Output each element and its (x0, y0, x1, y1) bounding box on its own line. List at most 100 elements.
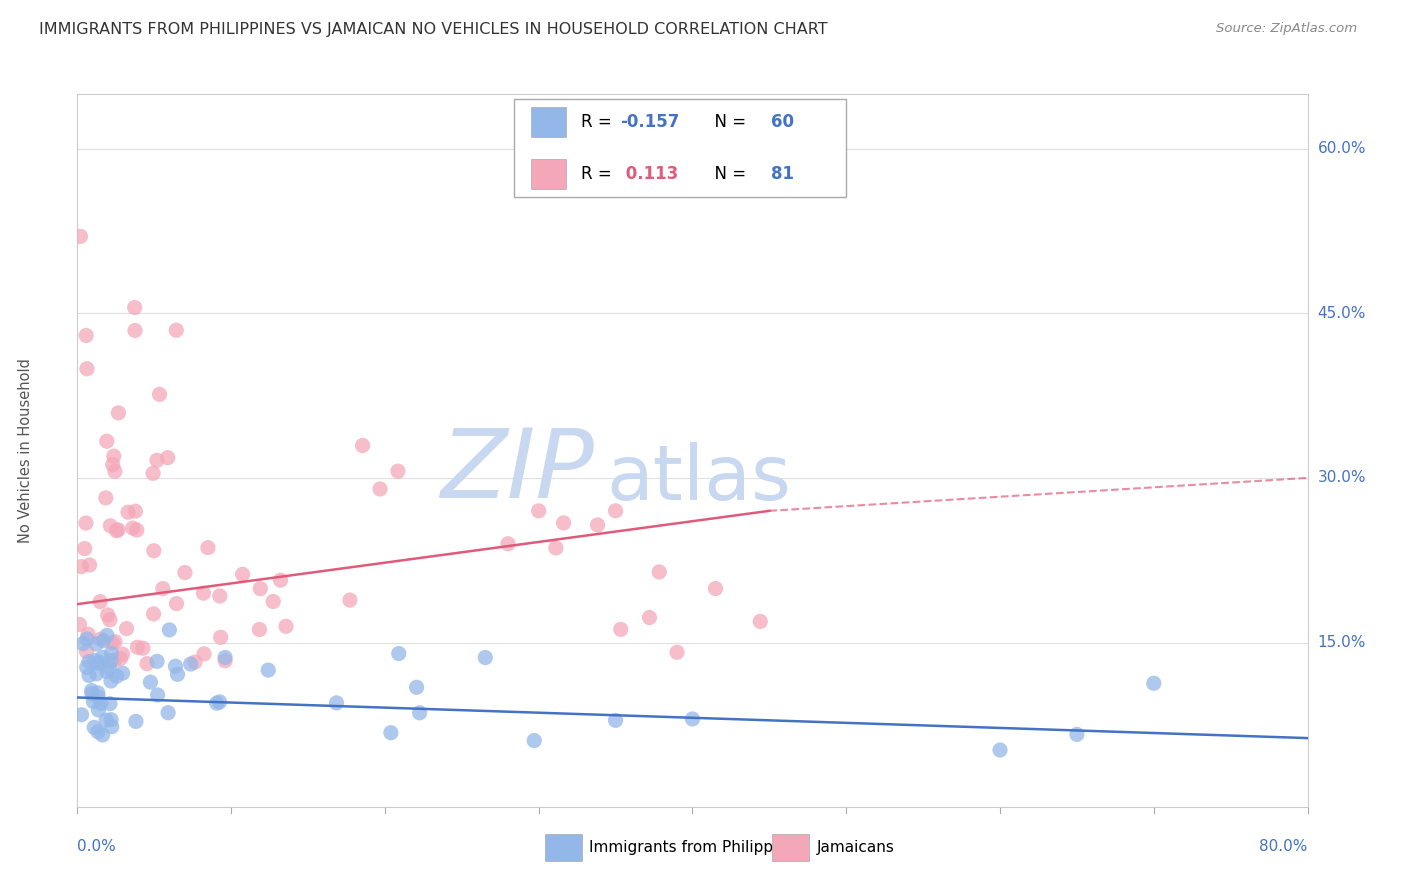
Text: -0.157: -0.157 (620, 113, 679, 131)
Point (146, 688, 169, 702)
Point (70, 707, 93, 722)
Point (274, 619, 297, 633)
Point (368, 482, 391, 496)
Point (100, 674, 122, 689)
Point (89, 594, 111, 608)
Point (405, 680, 427, 694)
Point (98, 518, 121, 533)
Point (142, 607, 165, 621)
Point (121, 521, 143, 535)
Point (75, 328, 97, 343)
Point (72, 637, 94, 651)
Point (97, 607, 120, 622)
Bar (531, 159, 565, 188)
Point (124, 301, 146, 315)
Point (91, 650, 114, 665)
Point (132, 641, 155, 656)
Point (100, 646, 122, 660)
Point (103, 653, 125, 667)
Point (205, 696, 228, 710)
Point (105, 669, 128, 683)
Point (157, 706, 180, 720)
Point (111, 666, 134, 681)
Point (98, 661, 121, 675)
Point (214, 654, 236, 668)
Point (115, 622, 138, 636)
Point (80, 683, 103, 698)
Point (77, 627, 100, 641)
Point (197, 541, 219, 555)
Point (82, 694, 104, 708)
Point (474, 650, 496, 665)
Point (69, 617, 91, 632)
Point (127, 640, 149, 655)
Point (80, 687, 103, 701)
Point (76, 361, 98, 376)
Point (101, 720, 124, 734)
Point (75, 516, 97, 530)
Point (87, 686, 110, 700)
Text: N =: N = (703, 113, 751, 131)
Point (125, 714, 148, 729)
Point (103, 449, 125, 463)
Point (96, 665, 118, 679)
Point (90, 632, 112, 646)
Point (496, 537, 519, 551)
Text: 0.0%: 0.0% (77, 839, 117, 855)
Point (91, 728, 114, 742)
Text: No Vehicles in Household: No Vehicles in Household (18, 358, 34, 543)
Point (553, 516, 575, 530)
Point (107, 523, 129, 537)
Point (104, 464, 127, 478)
Point (117, 505, 139, 519)
Point (83, 720, 105, 734)
Point (84, 654, 107, 668)
Point (352, 438, 374, 452)
Point (325, 696, 347, 710)
Point (270, 573, 292, 587)
Point (87, 690, 110, 705)
Point (94, 713, 117, 727)
Point (527, 504, 550, 518)
Text: Jamaicans: Jamaicans (817, 839, 894, 855)
Point (704, 582, 727, 596)
Point (89, 656, 111, 670)
Point (148, 387, 170, 401)
Point (408, 706, 430, 720)
Point (124, 324, 146, 338)
Point (76, 660, 98, 674)
Point (77, 655, 100, 669)
Point (87, 656, 110, 670)
Point (249, 582, 271, 596)
Point (86, 666, 108, 681)
Point (87, 724, 110, 739)
Point (70, 559, 93, 574)
Point (111, 647, 134, 661)
Point (110, 651, 132, 665)
Text: Immigrants from Philippines: Immigrants from Philippines (589, 839, 804, 855)
Point (156, 450, 179, 465)
Text: N =: N = (703, 165, 751, 183)
Point (90, 696, 112, 710)
Point (101, 636, 124, 650)
Point (523, 733, 546, 747)
Point (339, 593, 361, 607)
Point (165, 323, 187, 337)
Point (380, 725, 402, 739)
Point (98, 613, 121, 627)
Point (142, 543, 165, 558)
Point (98, 697, 121, 711)
Point (157, 623, 180, 637)
Text: Source: ZipAtlas.com: Source: ZipAtlas.com (1216, 22, 1357, 36)
Text: 81: 81 (772, 165, 794, 183)
Point (184, 655, 207, 669)
Point (232, 567, 254, 582)
Point (605, 504, 627, 518)
Point (247, 623, 270, 637)
Point (544, 541, 567, 555)
Point (86, 637, 108, 651)
Point (166, 667, 188, 681)
Point (87, 703, 110, 717)
Point (1066, 727, 1088, 741)
Point (142, 467, 165, 481)
